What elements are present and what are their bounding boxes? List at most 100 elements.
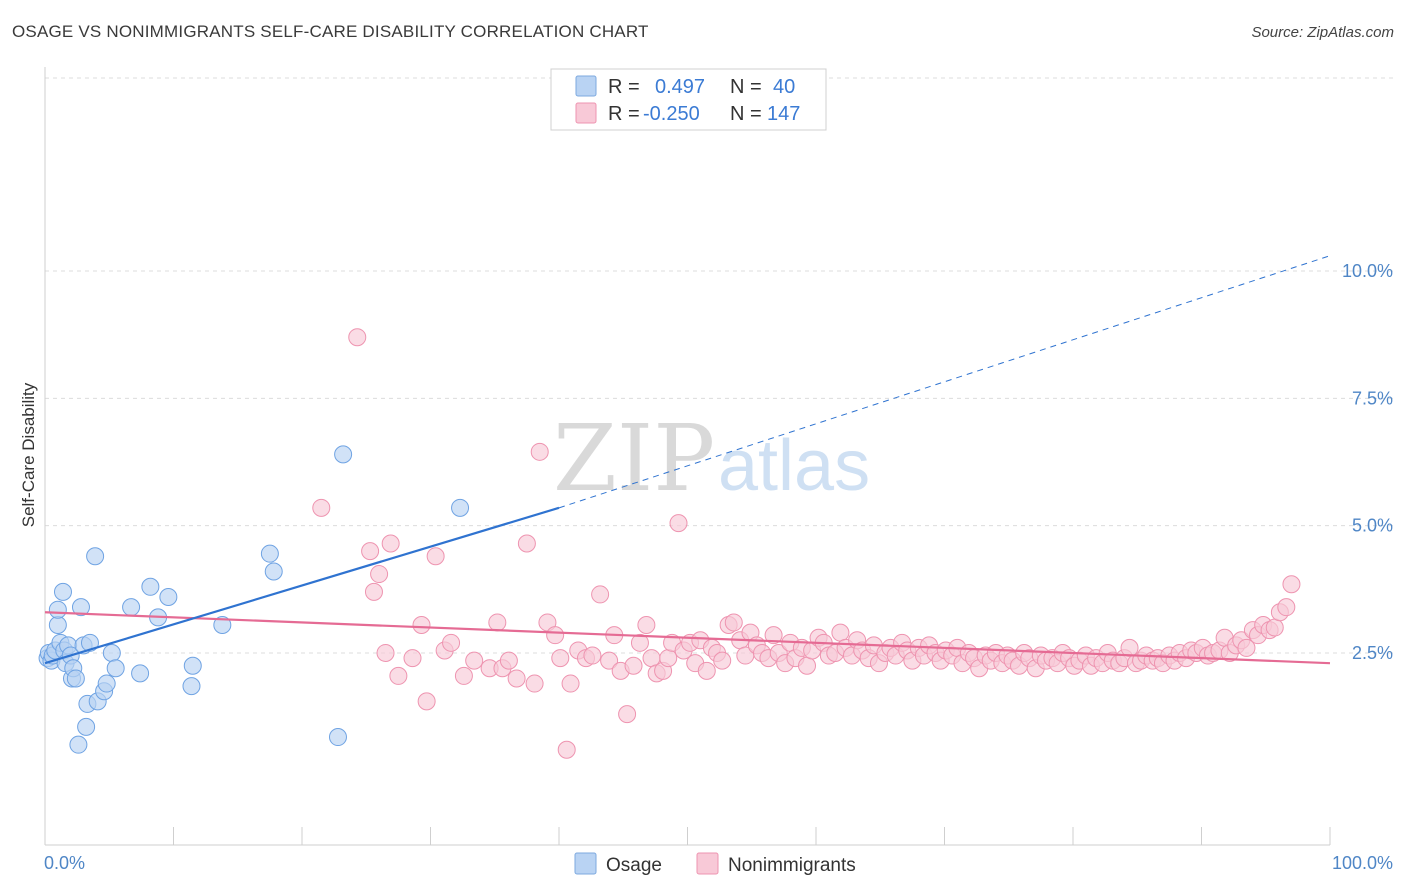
- chart-title: OSAGE VS NONIMMIGRANTS SELF-CARE DISABIL…: [12, 22, 649, 41]
- data-point: [159, 587, 178, 606]
- data-point: [713, 651, 732, 670]
- data-point: [48, 600, 67, 619]
- data-point: [417, 692, 436, 711]
- data-point: [724, 613, 743, 632]
- legend-r-label-osage: R =: [608, 76, 640, 98]
- legend-swatch-osage: [575, 75, 597, 97]
- data-point: [182, 677, 201, 696]
- data-point: [102, 644, 121, 662]
- data-point: [630, 633, 649, 652]
- data-point: [69, 735, 88, 754]
- x-tick-labels: 0.0% 100.0%: [44, 853, 1393, 873]
- data-point: [557, 740, 576, 759]
- data-point: [77, 717, 96, 736]
- data-point: [131, 664, 150, 683]
- source-credit: Source: ZipAtlas.com: [1251, 24, 1394, 41]
- data-point: [183, 656, 202, 675]
- data-point: [66, 669, 85, 688]
- data-point: [312, 498, 331, 517]
- trend-lines: [558, 255, 1331, 509]
- bottom-legend-swatch-nonimmigrants: [696, 852, 719, 875]
- data-point: [389, 666, 408, 685]
- data-point: [106, 659, 125, 678]
- data-point: [364, 582, 383, 601]
- data-point: [348, 328, 367, 347]
- data-point: [517, 534, 536, 553]
- legend-r-value-osage: 0.497: [655, 76, 705, 98]
- data-point: [465, 651, 484, 670]
- data-point: [669, 514, 688, 533]
- legend-box: [550, 68, 827, 131]
- data-point: [451, 498, 470, 517]
- x-tick-label: 100.0%: [1332, 853, 1393, 873]
- data-point: [637, 615, 656, 634]
- watermark-zip: ZIP: [553, 405, 715, 512]
- legend-n-value-osage: 40: [773, 76, 795, 98]
- y-tick-label: 7.5%: [1352, 388, 1393, 408]
- data-point: [499, 651, 518, 670]
- y-tick-label: 2.5%: [1352, 643, 1393, 663]
- data-point: [361, 542, 380, 561]
- data-point: [1265, 618, 1284, 637]
- bottom-legend-swatch-osage: [574, 852, 597, 875]
- trend-line-nonimmigrants: [44, 611, 1331, 665]
- data-point: [122, 598, 141, 617]
- legend-swatch-nonimmigrants: [575, 102, 597, 124]
- data-point: [376, 644, 395, 662]
- data-point: [141, 577, 160, 596]
- legend-n-label-nonimmigrants: N =: [730, 103, 762, 125]
- data-point: [1282, 575, 1301, 594]
- data-point: [697, 661, 716, 680]
- data-point: [264, 562, 283, 581]
- data-point: [334, 445, 353, 464]
- y-tick-labels: 2.5% 5.0% 7.5% 10.0%: [1342, 261, 1393, 663]
- data-point: [48, 615, 67, 634]
- data-point: [1277, 598, 1296, 617]
- data-point: [1237, 638, 1256, 657]
- data-point: [798, 656, 817, 675]
- data-point: [442, 633, 461, 652]
- y-tick-label: 5.0%: [1352, 516, 1393, 536]
- data-point: [328, 728, 347, 747]
- legend-n-label-osage: N =: [730, 76, 762, 98]
- data-point: [454, 666, 473, 685]
- data-point: [97, 674, 116, 693]
- data-point: [561, 674, 580, 693]
- data-points: [38, 328, 1331, 759]
- data-point: [426, 547, 445, 566]
- legend-r-value-nonimmigrants: -0.250: [643, 103, 700, 125]
- grid-lines: [45, 77, 1393, 654]
- y-axis-label: Self-Care Disability: [19, 382, 38, 527]
- watermark: ZIP atlas: [553, 405, 870, 512]
- data-point: [71, 598, 90, 617]
- data-point: [260, 544, 279, 563]
- data-point: [80, 633, 99, 652]
- data-point: [488, 613, 507, 632]
- data-point: [583, 646, 602, 665]
- data-point: [1120, 638, 1139, 657]
- data-point: [86, 547, 105, 566]
- data-point: [213, 615, 232, 634]
- data-point: [591, 585, 610, 604]
- data-point: [370, 565, 389, 584]
- bottom-legend: Osage Nonimmigrants: [574, 852, 856, 876]
- watermark-atlas: atlas: [718, 426, 870, 506]
- data-point: [507, 669, 526, 688]
- legend-n-value-nonimmigrants: 147: [767, 103, 800, 125]
- data-point: [412, 615, 431, 634]
- data-point: [764, 626, 783, 645]
- data-point: [618, 705, 637, 724]
- data-point: [659, 649, 678, 668]
- data-point: [546, 626, 565, 645]
- data-point: [551, 649, 570, 668]
- data-point: [525, 674, 544, 693]
- bottom-legend-label-osage: Osage: [606, 855, 662, 876]
- data-point: [381, 534, 400, 553]
- data-point: [403, 649, 422, 668]
- legend-r-label-nonimmigrants: R =: [608, 103, 640, 125]
- trend-line-osage-extrapolated: [558, 255, 1331, 509]
- data-point: [530, 442, 549, 461]
- data-point: [831, 623, 850, 642]
- y-tick-label: 10.0%: [1342, 261, 1393, 281]
